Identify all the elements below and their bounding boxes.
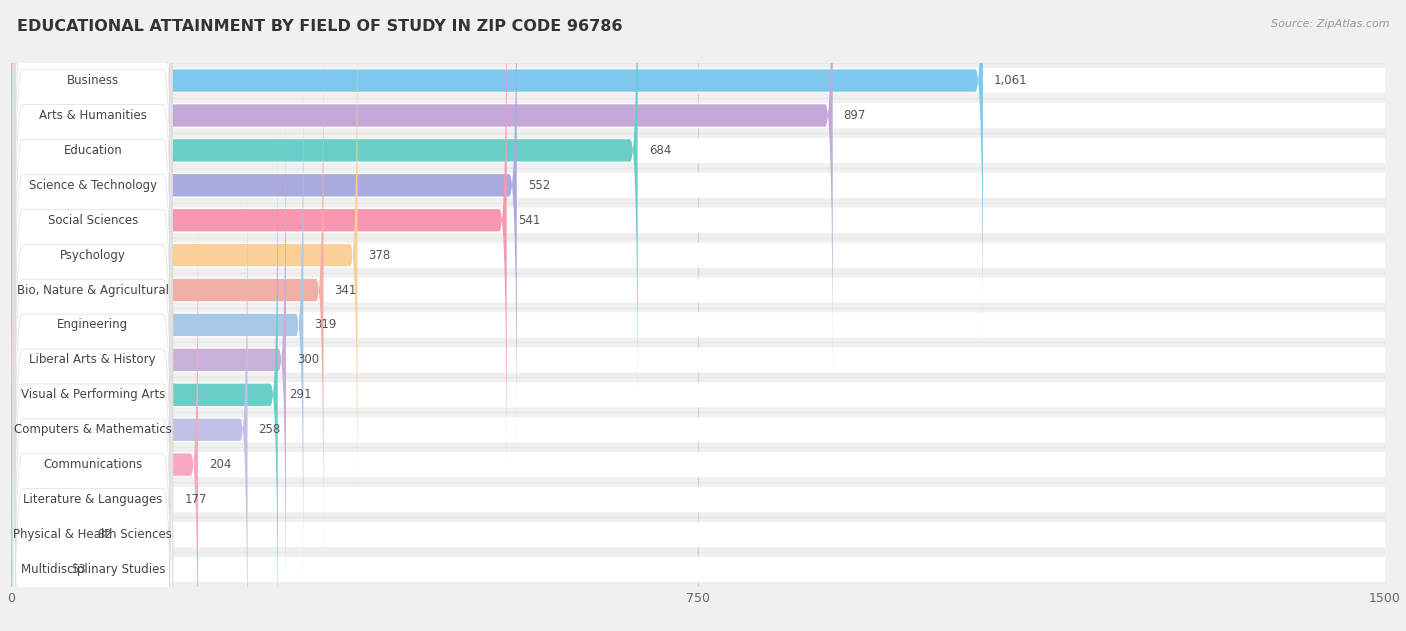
FancyBboxPatch shape xyxy=(13,0,173,419)
FancyBboxPatch shape xyxy=(13,0,173,489)
FancyBboxPatch shape xyxy=(11,127,278,631)
FancyBboxPatch shape xyxy=(13,21,173,558)
Text: 82: 82 xyxy=(97,528,112,541)
Text: 341: 341 xyxy=(335,283,357,297)
FancyBboxPatch shape xyxy=(13,266,173,631)
FancyBboxPatch shape xyxy=(11,0,506,488)
Text: Visual & Performing Arts: Visual & Performing Arts xyxy=(21,388,165,401)
FancyBboxPatch shape xyxy=(13,0,173,524)
FancyBboxPatch shape xyxy=(11,0,638,418)
FancyBboxPatch shape xyxy=(13,0,173,349)
FancyBboxPatch shape xyxy=(11,487,1385,512)
FancyBboxPatch shape xyxy=(13,196,173,631)
FancyBboxPatch shape xyxy=(11,138,1385,163)
Text: Liberal Arts & History: Liberal Arts & History xyxy=(30,353,156,367)
Text: 541: 541 xyxy=(517,214,540,227)
Text: Multidisciplinary Studies: Multidisciplinary Studies xyxy=(21,563,165,576)
FancyBboxPatch shape xyxy=(11,452,1385,477)
FancyBboxPatch shape xyxy=(11,91,285,628)
Text: 300: 300 xyxy=(297,353,319,367)
Text: 1,061: 1,061 xyxy=(994,74,1028,87)
Text: EDUCATIONAL ATTAINMENT BY FIELD OF STUDY IN ZIP CODE 96786: EDUCATIONAL ATTAINMENT BY FIELD OF STUDY… xyxy=(17,19,623,34)
Text: 552: 552 xyxy=(527,179,550,192)
FancyBboxPatch shape xyxy=(11,103,1385,128)
FancyBboxPatch shape xyxy=(11,347,1385,372)
FancyBboxPatch shape xyxy=(11,0,983,349)
FancyBboxPatch shape xyxy=(11,278,1385,303)
FancyBboxPatch shape xyxy=(11,0,357,523)
Text: Social Sciences: Social Sciences xyxy=(48,214,138,227)
FancyBboxPatch shape xyxy=(11,173,1385,198)
Text: Business: Business xyxy=(66,74,120,87)
Text: Communications: Communications xyxy=(44,458,142,471)
Text: Physical & Health Sciences: Physical & Health Sciences xyxy=(13,528,172,541)
Text: 258: 258 xyxy=(259,423,281,436)
FancyBboxPatch shape xyxy=(11,312,1385,338)
FancyBboxPatch shape xyxy=(11,232,173,631)
FancyBboxPatch shape xyxy=(13,301,173,631)
FancyBboxPatch shape xyxy=(11,382,1385,408)
FancyBboxPatch shape xyxy=(11,242,1385,268)
Text: 897: 897 xyxy=(844,109,866,122)
Text: 319: 319 xyxy=(315,319,337,331)
Text: Engineering: Engineering xyxy=(58,319,128,331)
Text: 204: 204 xyxy=(209,458,232,471)
FancyBboxPatch shape xyxy=(13,231,173,631)
FancyBboxPatch shape xyxy=(11,208,1385,233)
Text: 684: 684 xyxy=(648,144,671,157)
Text: Science & Technology: Science & Technology xyxy=(28,179,157,192)
FancyBboxPatch shape xyxy=(11,57,304,593)
FancyBboxPatch shape xyxy=(13,0,173,384)
FancyBboxPatch shape xyxy=(11,162,247,631)
FancyBboxPatch shape xyxy=(13,56,173,594)
FancyBboxPatch shape xyxy=(11,196,198,631)
FancyBboxPatch shape xyxy=(11,557,1385,582)
FancyBboxPatch shape xyxy=(13,0,173,454)
FancyBboxPatch shape xyxy=(11,417,1385,442)
FancyBboxPatch shape xyxy=(11,301,60,631)
FancyBboxPatch shape xyxy=(11,0,832,384)
Text: Arts & Humanities: Arts & Humanities xyxy=(39,109,146,122)
Text: 291: 291 xyxy=(288,388,311,401)
FancyBboxPatch shape xyxy=(11,522,1385,547)
FancyBboxPatch shape xyxy=(11,0,517,454)
FancyBboxPatch shape xyxy=(13,161,173,631)
Text: Computers & Mathematics: Computers & Mathematics xyxy=(14,423,172,436)
Text: 378: 378 xyxy=(368,249,391,262)
Text: Education: Education xyxy=(63,144,122,157)
FancyBboxPatch shape xyxy=(11,68,1385,93)
FancyBboxPatch shape xyxy=(13,126,173,631)
FancyBboxPatch shape xyxy=(11,266,86,631)
Text: Psychology: Psychology xyxy=(60,249,125,262)
Text: 177: 177 xyxy=(184,493,207,506)
Text: Source: ZipAtlas.com: Source: ZipAtlas.com xyxy=(1271,19,1389,29)
FancyBboxPatch shape xyxy=(11,22,323,558)
FancyBboxPatch shape xyxy=(13,91,173,628)
Text: Literature & Languages: Literature & Languages xyxy=(22,493,163,506)
Text: Bio, Nature & Agricultural: Bio, Nature & Agricultural xyxy=(17,283,169,297)
Text: 53: 53 xyxy=(70,563,86,576)
